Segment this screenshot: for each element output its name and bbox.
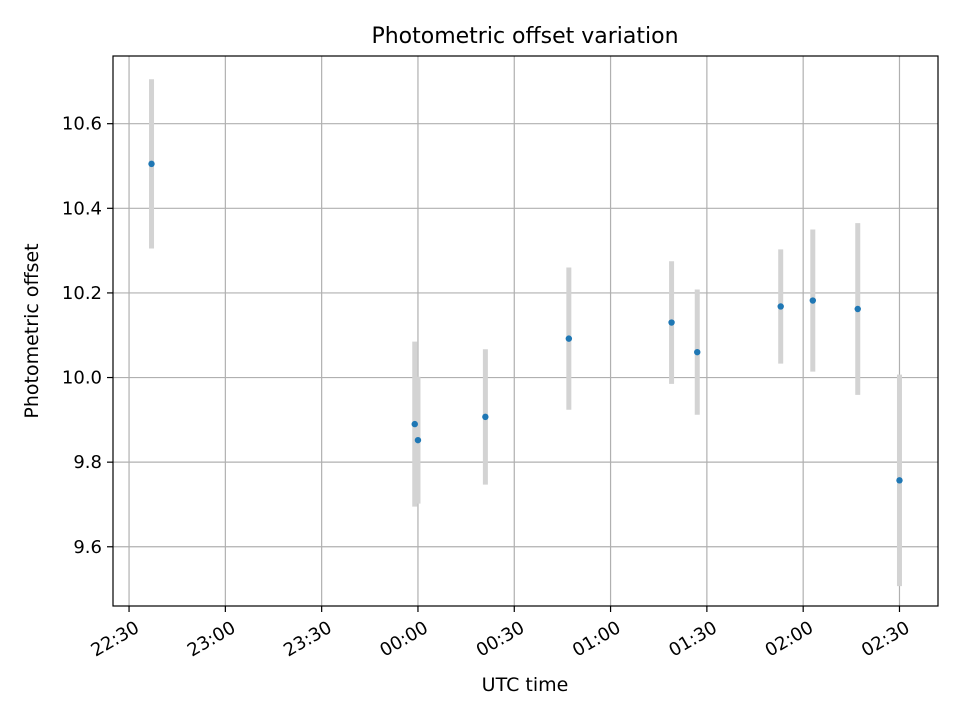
data-point xyxy=(809,297,817,304)
y-tick-label: 9.8 xyxy=(73,452,102,473)
y-tick-label: 10.4 xyxy=(62,198,102,219)
data-point xyxy=(668,319,675,326)
data-point xyxy=(565,335,573,342)
y-tick-label: 10.6 xyxy=(62,114,102,135)
y-axis-ticks: 9.6 9.8 10.0 10.2 10.4 10.6 xyxy=(62,114,113,558)
x-axis-label: UTC time xyxy=(482,674,569,696)
y-tick-label: 10.2 xyxy=(62,283,102,304)
y-axis-label: Photometric offset xyxy=(21,243,43,418)
data-point xyxy=(854,305,861,313)
data-point xyxy=(694,348,701,356)
plot-frame xyxy=(112,55,939,607)
data-point xyxy=(414,436,422,444)
data-point xyxy=(148,160,155,168)
data-point xyxy=(411,420,418,428)
data-point xyxy=(777,303,784,310)
grid xyxy=(113,56,938,606)
y-tick-label: 9.6 xyxy=(73,537,102,558)
data-points xyxy=(148,160,903,484)
data-point xyxy=(896,477,903,484)
data-point xyxy=(482,413,489,421)
y-tick-label: 10.0 xyxy=(62,368,102,389)
chart-title: Photometric offset variation xyxy=(371,24,678,49)
